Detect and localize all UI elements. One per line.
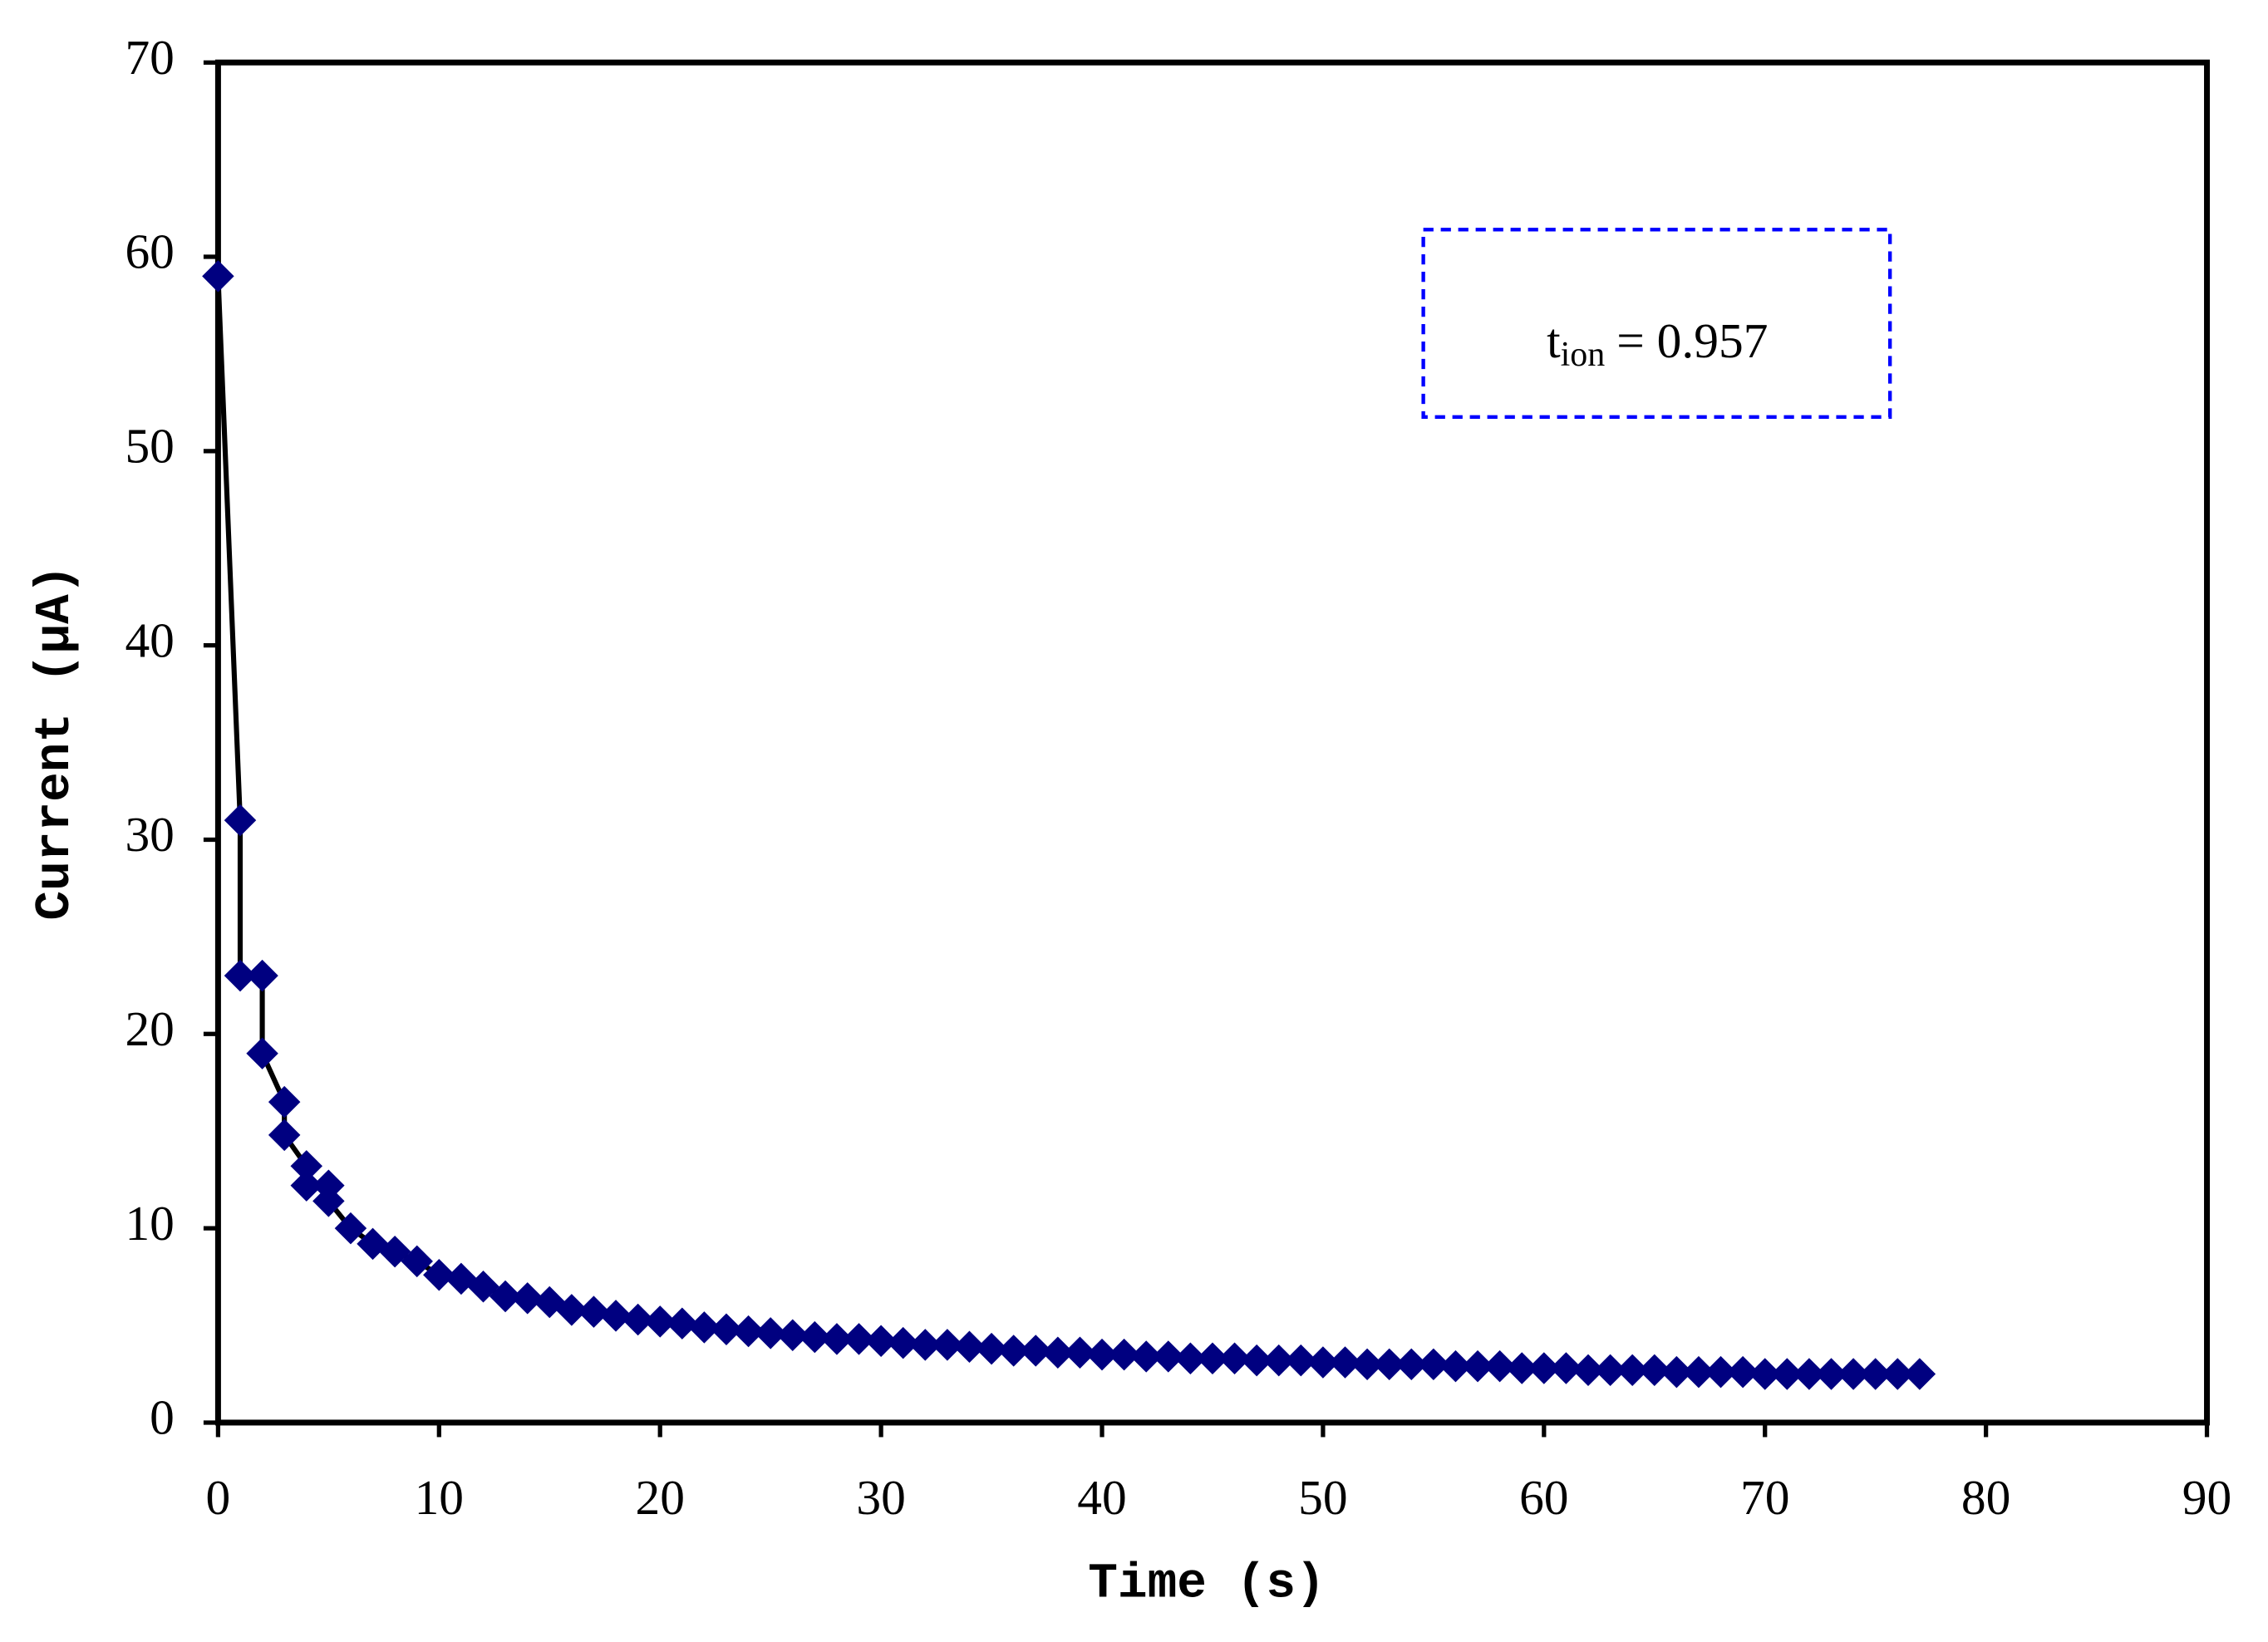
data-point bbox=[1020, 1335, 1052, 1367]
y-tick-label: 50 bbox=[125, 418, 174, 473]
data-point bbox=[799, 1320, 831, 1354]
plot-frame bbox=[214, 59, 2211, 1426]
data-point bbox=[1903, 1358, 1936, 1390]
data-point bbox=[820, 1323, 854, 1355]
data-point bbox=[224, 959, 257, 992]
annotation-box bbox=[1421, 228, 1892, 420]
data-point bbox=[534, 1286, 566, 1319]
data-point bbox=[334, 1212, 367, 1245]
x-tick-label: 90 bbox=[2182, 1470, 2231, 1525]
y-tick-label: 10 bbox=[125, 1196, 174, 1251]
annotation-symbol: t bbox=[1547, 313, 1561, 368]
x-tick-label: 40 bbox=[1077, 1470, 1126, 1525]
x-axis-label: Time (s) bbox=[1088, 1556, 1325, 1612]
data-point bbox=[997, 1335, 1030, 1367]
y-tick-label: 20 bbox=[125, 1001, 174, 1056]
y-tick-label: 60 bbox=[125, 224, 174, 279]
data-point bbox=[666, 1307, 699, 1340]
data-point bbox=[202, 260, 234, 293]
data-point bbox=[931, 1329, 964, 1361]
series-line bbox=[215, 276, 1920, 1377]
x-tick-label: 10 bbox=[415, 1470, 464, 1525]
data-point bbox=[1859, 1358, 1892, 1390]
data-point bbox=[268, 1118, 301, 1152]
data-point bbox=[246, 959, 278, 992]
data-point bbox=[754, 1317, 787, 1349]
data-point bbox=[268, 1085, 301, 1118]
data-point bbox=[246, 1037, 278, 1069]
x-tick-label: 20 bbox=[635, 1470, 684, 1525]
data-point bbox=[776, 1319, 809, 1351]
x-tick-label: 80 bbox=[1961, 1470, 2010, 1525]
annotation: tion = 0.957 bbox=[1547, 313, 1768, 374]
data-point bbox=[224, 804, 257, 837]
y-axis-label: Current (μA) bbox=[27, 565, 83, 921]
y-tick-label: 40 bbox=[125, 612, 174, 667]
data-point bbox=[732, 1315, 765, 1348]
annotation-text: = 0.957 bbox=[1616, 313, 1768, 368]
x-tick-label: 30 bbox=[856, 1470, 905, 1525]
data-point bbox=[843, 1323, 875, 1355]
y-tick-label: 70 bbox=[125, 30, 174, 85]
data-point bbox=[909, 1329, 942, 1361]
data-point bbox=[290, 1169, 323, 1202]
x-tick-label: 0 bbox=[206, 1470, 231, 1525]
data-point bbox=[578, 1295, 610, 1328]
data-point bbox=[599, 1300, 632, 1332]
annotation-subscript: ion bbox=[1561, 336, 1606, 374]
x-tick-label: 60 bbox=[1519, 1470, 1568, 1525]
y-tick-label: 0 bbox=[150, 1390, 175, 1445]
data-point bbox=[1705, 1355, 1737, 1389]
x-tick-label: 50 bbox=[1298, 1470, 1347, 1525]
x-tick-label: 70 bbox=[1740, 1470, 1789, 1525]
y-tick-label: 30 bbox=[125, 807, 174, 862]
